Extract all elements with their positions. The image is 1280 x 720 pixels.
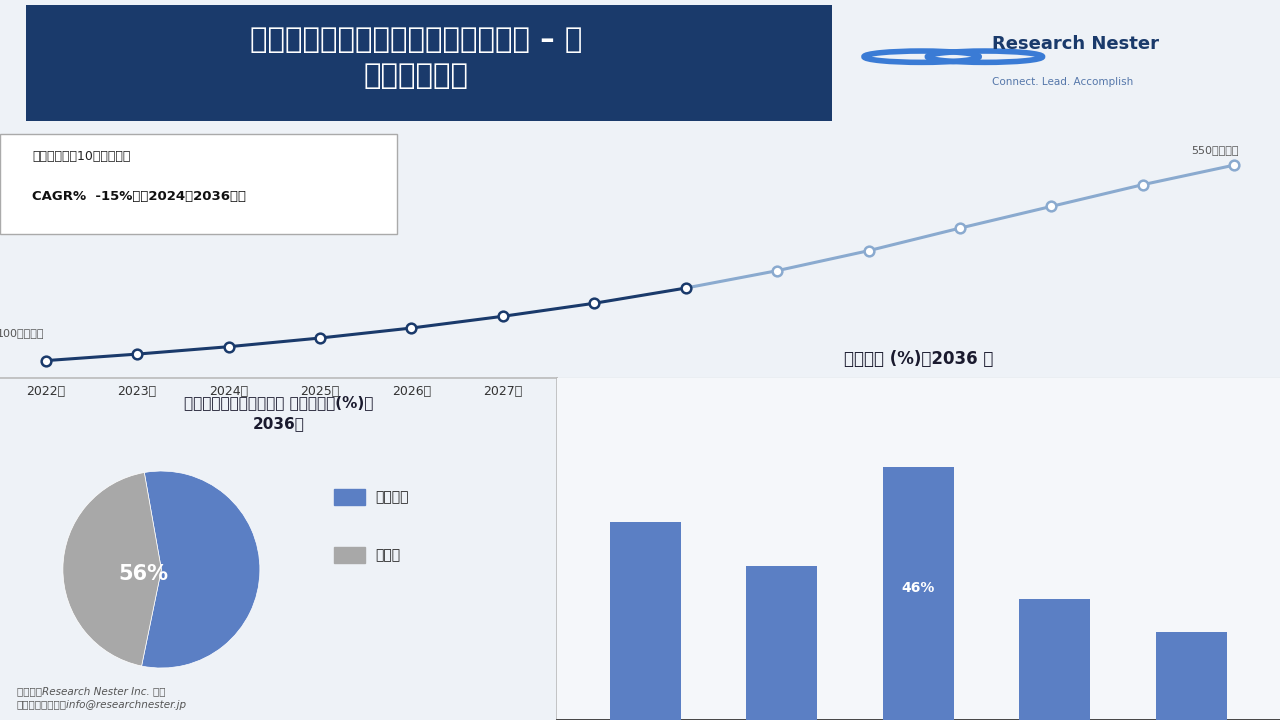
FancyBboxPatch shape <box>26 5 832 121</box>
Text: 550億米ドル: 550億米ドル <box>1192 145 1239 155</box>
Bar <box>1156 632 1226 720</box>
Text: Connect. Lead. Accomplish: Connect. Lead. Accomplish <box>992 77 1133 87</box>
Text: 中小企業: 中小企業 <box>375 490 410 504</box>
Text: Research Nester: Research Nester <box>992 35 1158 53</box>
Text: 市場セグメンテーション ー企業規模(%)、
2036年: 市場セグメンテーション ー企業規模(%)、 2036年 <box>183 395 372 431</box>
Bar <box>334 547 365 562</box>
Bar <box>334 489 365 505</box>
Bar <box>609 522 681 720</box>
Text: 市場価値　（10億米ドル）: 市場価値 （10億米ドル） <box>32 150 131 163</box>
Text: 大企業: 大企業 <box>375 548 401 562</box>
Text: ソース：Research Nester Inc. 分析
詳細については：info@researchnester.jp: ソース：Research Nester Inc. 分析 詳細については：info… <box>17 685 187 710</box>
Text: 100億米ドル: 100億米ドル <box>0 328 45 338</box>
Title: 地域分析 (%)、2036 年: 地域分析 (%)、2036 年 <box>844 350 993 368</box>
Bar <box>746 566 817 720</box>
Text: 46%: 46% <box>901 581 934 595</box>
Text: CAGR%  -15%　（2024－2036年）: CAGR% -15% （2024－2036年） <box>32 190 246 203</box>
Bar <box>883 467 954 720</box>
Bar <box>1019 599 1091 720</box>
Text: トランザクションモニタリング市場 – レ
ポートの洞察: トランザクションモニタリング市場 – レ ポートの洞察 <box>250 26 582 90</box>
FancyBboxPatch shape <box>0 133 397 235</box>
